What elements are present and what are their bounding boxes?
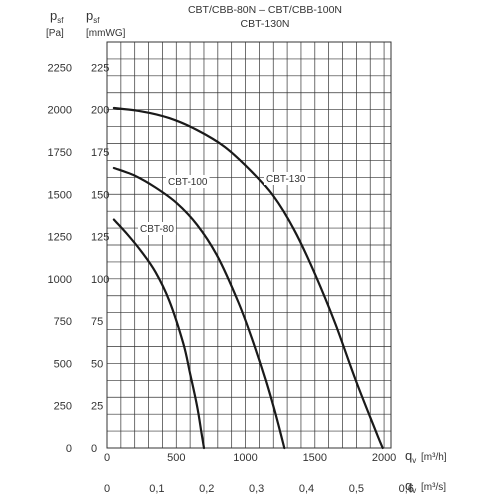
x-top-tick-label: 1500 [303,452,327,464]
y-right-tick-label: 75 [91,316,103,328]
x-top-unit: [m³/h] [421,452,447,463]
y-right-unit: [mmWG] [86,28,126,39]
y-right-tick-label: 175 [91,147,109,159]
curve-cbt-100 [112,166,286,450]
curve-cbt-130 [112,106,384,450]
y-left-tick-label: 500 [54,358,72,370]
x-bottom-tick-label: 0 [104,483,110,495]
y-right-tick-label: 125 [91,232,109,244]
x-top-tick-label: 1000 [233,452,257,464]
y-right-tick-label: 0 [91,443,97,455]
y-right-tick-label: 25 [91,401,103,413]
x-bottom-unit: [m³/s] [421,482,446,493]
x-bottom-tick-label: 0,4 [299,483,314,495]
y-left-tick-label: 1500 [48,189,72,201]
curve-cbt-80 [112,218,206,450]
labels: 2250200017501500125010007505002500225200… [48,62,414,495]
x-top-symbol: qv [405,448,416,465]
y-left-symbol: psf [50,8,64,25]
y-left-tick-label: 2000 [48,105,72,117]
x-bottom-tick-label: 0,6 [399,483,414,495]
grid [106,41,392,449]
chart-title-line-2: CBT-130N [240,18,289,30]
curve-label-background [166,175,210,188]
y-left-tick-label: 1750 [48,147,72,159]
x-top-tick-label: 500 [167,452,185,464]
x-top-tick-label: 0 [104,452,110,464]
y-right-tick-label: 150 [91,189,109,201]
y-left-tick-label: 2250 [48,62,72,74]
y-left-tick-label: 750 [54,316,72,328]
curve-label-cbt-100: CBT-100 [168,177,208,188]
x-bottom-tick-label: 0,3 [249,483,264,495]
y-left-tick-label: 1000 [48,274,72,286]
x-bottom-tick-label: 0,2 [199,483,214,495]
curve-label-cbt-80: CBT-80 [140,224,174,235]
curve-label-background [264,172,308,185]
curves [112,106,384,450]
x-bottom-tick-label: 0,5 [349,483,364,495]
y-left-tick-label: 250 [54,401,72,413]
curve-label-background [138,222,176,235]
y-right-tick-label: 100 [91,274,109,286]
y-left-tick-label: 0 [66,443,72,455]
chart-title-line-1: CBT/CBB-80N – CBT/CBB-100N [188,4,342,16]
x-top-tick-label: 2000 [372,452,396,464]
y-right-tick-label: 200 [91,105,109,117]
y-right-symbol: psf [86,8,100,25]
curve-label-cbt-130: CBT-130 [266,174,306,185]
y-left-unit: [Pa] [46,28,64,39]
x-bottom-symbol: qv [405,478,416,495]
y-right-tick-label: 225 [91,62,109,74]
x-bottom-tick-label: 0,1 [149,483,164,495]
y-left-tick-label: 1250 [48,232,72,244]
y-right-tick-label: 50 [91,358,103,370]
